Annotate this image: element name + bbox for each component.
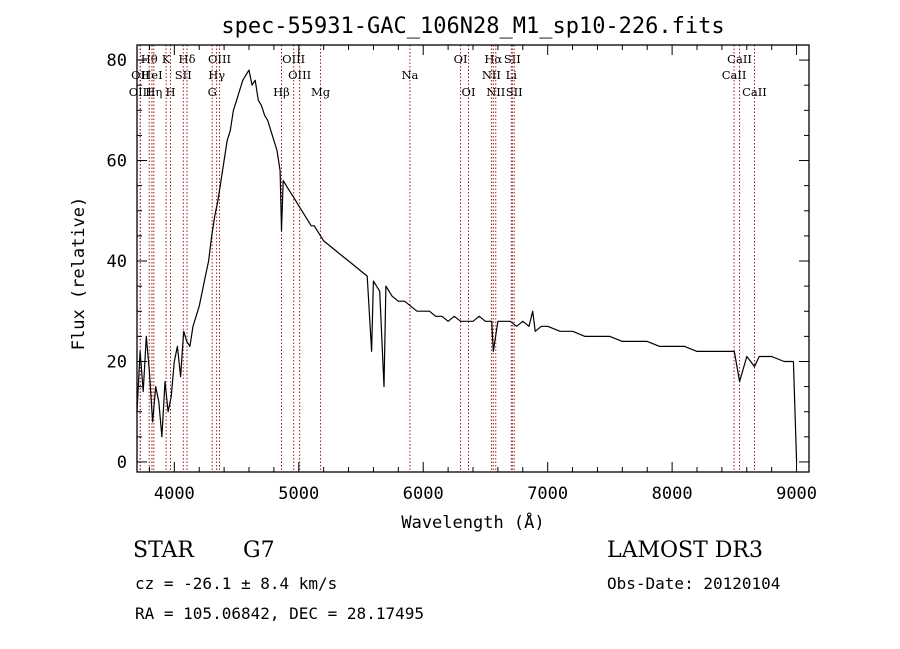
spectral-line-label: OIII [288,68,311,82]
spectral-line-label: H [165,85,175,99]
chart-title: spec-55931-GAC_106N28_M1_sp10-226.fits [221,14,724,39]
spectral-line-label: Hβ [273,85,290,99]
x-tick-label: 6000 [403,484,444,504]
spectral-line-label: G [208,85,217,99]
spectral-line-label: Hδ [179,52,196,66]
observation-date: Obs-Date: 20120104 [607,574,781,593]
x-tick-label: 7000 [527,484,568,504]
spectrum-line [136,69,798,463]
spectral-line-label: CaII [727,52,752,66]
spectral-line-label: Li [506,68,518,82]
y-tick-label: 40 [107,252,127,272]
spectral-line-label: CaII [742,85,767,99]
x-tick-label: 8000 [652,484,693,504]
survey-name: LAMOST DR3 [607,538,763,563]
spectral-subclass: G7 [243,538,275,563]
spectral-line-label: OI [454,52,468,66]
spectral-line-label: OII [131,68,150,82]
spectral-line-label: K [162,52,171,66]
spectral-line-label: Na [401,68,418,82]
x-axis-label: Wavelength (Å) [401,511,544,533]
spectral-line-label: SII [504,52,521,66]
y-tick-label: 60 [107,152,127,172]
coordinates: RA = 105.06842, DEC = 28.17495 [135,604,424,623]
y-tick-label: 0 [117,453,127,473]
spectral-line-label: NII [482,68,501,82]
x-tick-label: 4000 [154,484,195,504]
spectral-line-label: NII [486,85,505,99]
object-type: STAR [133,538,194,563]
spectral-line-label: SII [506,85,523,99]
spectral-line-label: Hα [484,52,502,66]
spectral-line-label: CaII [722,68,747,82]
spectral-line-label: SII [175,68,192,82]
x-tick-label: 9000 [776,484,817,504]
y-axis-label: Flux (relative) [69,197,89,351]
y-tick-label: 80 [107,51,127,71]
plot-frame [136,44,810,473]
spectral-line-label: Hγ [208,68,225,82]
spectral-line-label: OIII [208,52,231,66]
y-tick-label: 20 [107,352,127,372]
spectral-line-label: OI [462,85,476,99]
redshift-velocity: cz = -26.1 ± 8.4 km/s [135,574,338,593]
x-tick-label: 5000 [278,484,319,504]
spectral-line-label: OIII [282,52,305,66]
spectral-line-label: OIII [129,85,152,99]
spectral-line-label: HeI [141,68,162,82]
spectral-line-label: Hη [145,85,162,99]
spectral-line-label: Mg [311,85,331,99]
spectral-line-label: Hθ [141,52,158,66]
